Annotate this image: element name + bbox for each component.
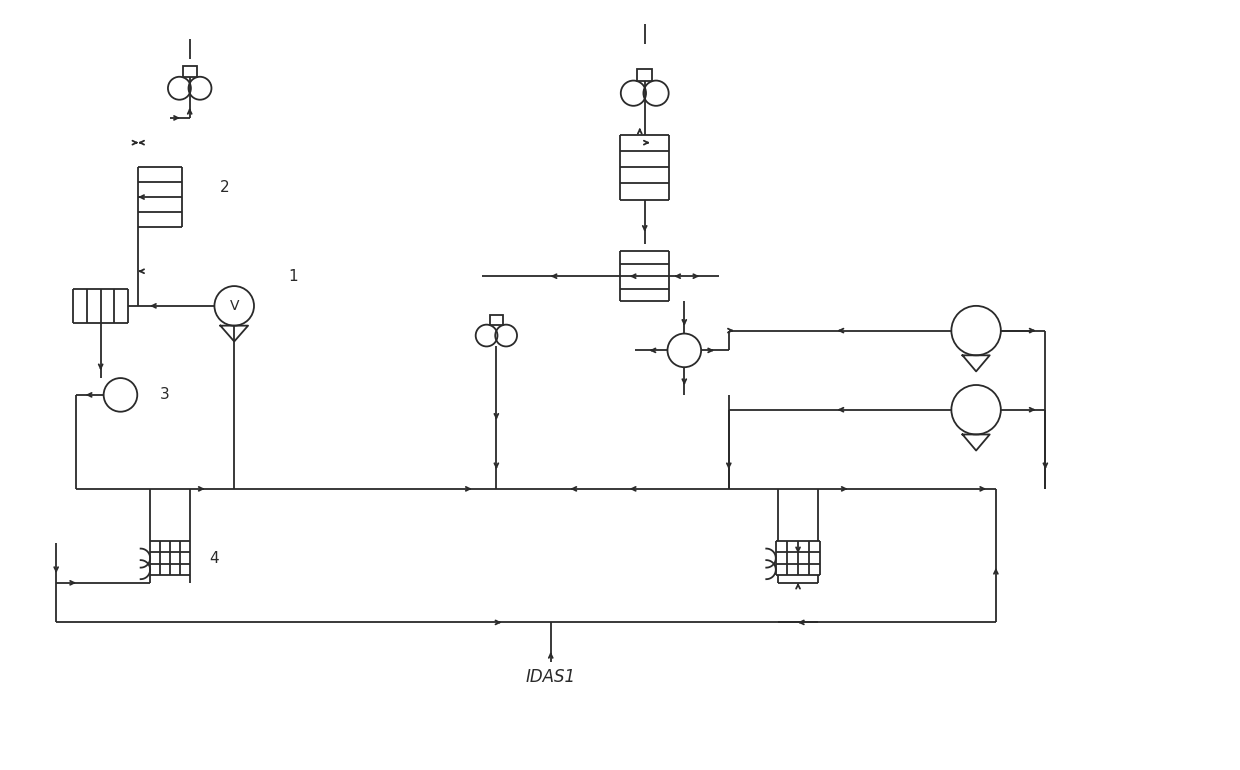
Text: 2: 2 bbox=[219, 179, 229, 195]
Text: 1: 1 bbox=[289, 269, 299, 283]
Bar bbox=[490, 315, 503, 325]
Text: V: V bbox=[229, 299, 239, 313]
Bar bbox=[182, 66, 197, 77]
Circle shape bbox=[951, 306, 1001, 355]
Text: 3: 3 bbox=[160, 387, 170, 403]
Text: 4: 4 bbox=[210, 551, 219, 566]
Circle shape bbox=[104, 378, 138, 412]
Ellipse shape bbox=[215, 286, 254, 326]
Text: IDAS1: IDAS1 bbox=[526, 668, 575, 686]
Bar bbox=[637, 69, 652, 81]
Circle shape bbox=[667, 333, 701, 367]
Circle shape bbox=[951, 385, 1001, 434]
